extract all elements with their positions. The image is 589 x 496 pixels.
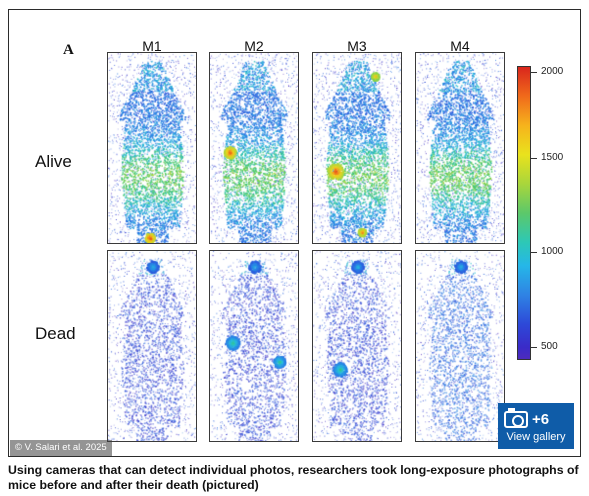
image-caption: Using cameras that can detect individual… bbox=[8, 463, 579, 492]
column-label-m4: M4 bbox=[450, 38, 470, 54]
figure-image[interactable]: A M1 M2 M3 M4 Alive Dead 2000 1500 1000 … bbox=[8, 9, 581, 457]
mouse-image-m1-dead bbox=[107, 250, 197, 442]
colorbar-tick bbox=[531, 347, 537, 348]
colorbar-tick bbox=[531, 72, 537, 73]
mouse-image-m2-dead bbox=[209, 250, 299, 442]
column-label-m1: M1 bbox=[142, 38, 162, 54]
camera-icon bbox=[504, 407, 528, 428]
column-label-m2: M2 bbox=[244, 38, 264, 54]
intensity-colorbar bbox=[517, 66, 531, 360]
view-gallery-button[interactable]: +6 View gallery bbox=[498, 403, 574, 449]
mouse-image-m4-dead bbox=[415, 250, 505, 442]
colorbar-label-1500: 1500 bbox=[541, 152, 564, 163]
mouse-image-m2-alive bbox=[209, 52, 299, 244]
gallery-count: +6 bbox=[532, 410, 550, 428]
mouse-image-m3-dead bbox=[312, 250, 402, 442]
mouse-image-m4-alive bbox=[415, 52, 505, 244]
row-label-alive: Alive bbox=[35, 152, 72, 171]
row-label-dead: Dead bbox=[35, 324, 76, 343]
mouse-image-m3-alive bbox=[312, 52, 402, 244]
colorbar-tick bbox=[531, 158, 537, 159]
mouse-image-m1-alive bbox=[107, 52, 197, 244]
colorbar-tick bbox=[531, 252, 537, 253]
colorbar-label-500: 500 bbox=[541, 341, 558, 352]
column-label-m3: M3 bbox=[347, 38, 367, 54]
gallery-button-top: +6 bbox=[504, 407, 550, 429]
colorbar-label-1000: 1000 bbox=[541, 246, 564, 257]
image-credit: © V. Salari et al. 2025 bbox=[10, 440, 112, 456]
gallery-label: View gallery bbox=[506, 431, 566, 443]
colorbar-label-2000: 2000 bbox=[541, 66, 564, 77]
panel-letter: A bbox=[63, 42, 74, 58]
